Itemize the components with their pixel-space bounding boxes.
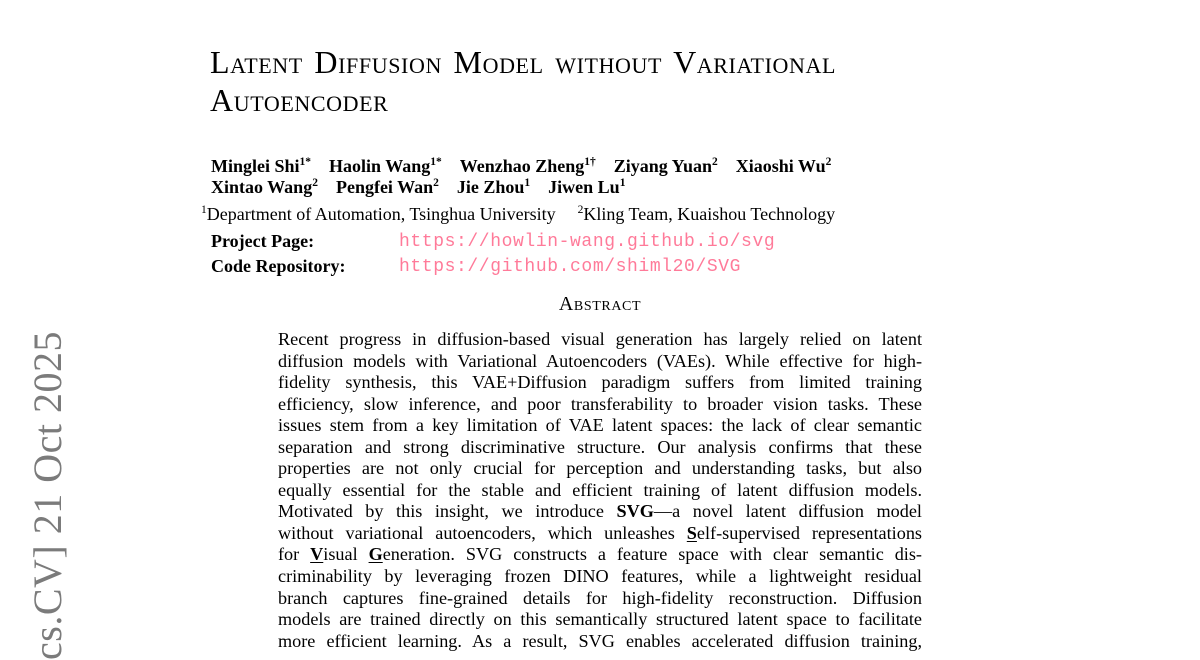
- author-affiliation-marker: 1*: [430, 156, 442, 168]
- author-affiliation-marker: 2: [433, 176, 439, 189]
- project-page-link[interactable]: https://howlin-wang.github.io/svg: [399, 232, 776, 252]
- abstract-text: diffusion models with Variational Autoen…: [278, 350, 922, 371]
- author-name: Xintao Wang2: [211, 176, 318, 197]
- project-page-label: Project Page:: [211, 231, 315, 251]
- author-name: Pengfei Wan2: [335, 176, 439, 197]
- abstract-text: models are trained directly on this sema…: [278, 609, 922, 630]
- abstract-text: —a novel latent diffusion model: [653, 501, 922, 522]
- abstract-line: models are trained directly on this sema…: [278, 609, 922, 631]
- abstract-line: separation and strong discriminative str…: [278, 437, 922, 459]
- abstract-emphasis: V: [310, 544, 324, 565]
- abstract-line: criminability by leveraging frozen DINO …: [278, 566, 922, 588]
- abstract-line: branch captures fine-grained details for…: [278, 588, 922, 610]
- abstract-line: without variational autoencoders, which …: [278, 523, 922, 545]
- abstract-text: for: [278, 544, 311, 565]
- code-repository-link[interactable]: https://github.com/shiml20/SVG: [399, 256, 742, 277]
- abstract-text: branch captures fine-grained details for…: [278, 587, 922, 608]
- paper-title-line-2: Autoencoder: [210, 81, 389, 118]
- abstract-line: fidelity synthesis, this VAE+Diffusion p…: [278, 372, 922, 394]
- abstract-line: diffusion models with Variational Autoen…: [278, 351, 922, 373]
- abstract-line: properties are not only crucial for perc…: [278, 458, 922, 480]
- paper-title-line-1: Latent Diffusion Model without Variation…: [210, 44, 837, 80]
- abstract-line: issues stem from a key limitation of VAE…: [278, 415, 922, 437]
- abstract-text: equally essential for the stable and eff…: [278, 479, 922, 500]
- abstract-text: separation and strong discriminative str…: [278, 436, 922, 457]
- author-name: Haolin Wang1*: [329, 156, 442, 176]
- abstract-line: efficiency, slow inference, and poor tra…: [278, 394, 922, 416]
- author-affiliation-marker: 1*: [299, 156, 312, 168]
- abstract-text: issues stem from a key limitation of VAE…: [278, 415, 922, 436]
- abstract-text: efficiency, slow inference, and poor tra…: [278, 393, 922, 414]
- affiliation: 1Department of Automation, Tsinghua Univ…: [201, 204, 556, 224]
- links-block: Project Page: https://howlin-wang.github…: [0, 231, 1200, 280]
- abstract-text: eneration. SVG constructs a feature spac…: [382, 544, 922, 565]
- paper-title: Latent Diffusion Model without Variation…: [210, 44, 836, 119]
- author-name: Minglei Shi1*: [211, 156, 312, 176]
- author-line: Xintao Wang2 Pengfei Wan2 Jie Zhou1 Jiwen L…: [211, 177, 991, 198]
- affiliation: 2Kling Team, Kuaishou Technology: [577, 204, 836, 224]
- author-name: Xiaoshi Wu2: [735, 156, 832, 176]
- author-affiliation-marker: 2: [711, 156, 718, 168]
- abstract-text: isual: [323, 544, 369, 565]
- abstract-body: Recent progress in diffusion-based visua…: [278, 329, 922, 652]
- abstract-text: Motivated by this insight, we introduce: [278, 501, 617, 522]
- abstract-text: Recent progress in diffusion-based visua…: [278, 329, 922, 349]
- abstract-text: elf-supervised representations: [696, 522, 922, 543]
- abstract-line: Motivated by this insight, we introduce …: [278, 501, 922, 523]
- author-list: Minglei Shi1* Haolin Wang1* Wenzhao Zheng1…: [211, 156, 991, 197]
- abstract-line: equally essential for the stable and eff…: [278, 480, 922, 502]
- author-name: Wenzhao Zheng1†: [459, 156, 596, 176]
- author-affiliation-marker: 1: [524, 176, 531, 189]
- abstract-text: criminability by leveraging frozen DINO …: [278, 566, 922, 587]
- project-page-row: Project Page: https://howlin-wang.github…: [0, 231, 1200, 256]
- abstract-line: more efficient learning. As a result, SV…: [278, 631, 922, 653]
- code-repository-row: Code Repository: https://github.com/shim…: [0, 256, 1200, 281]
- affiliation-marker: 1: [201, 204, 207, 216]
- arxiv-watermark: cs.CV] 21 Oct 2025: [25, 331, 70, 660]
- abstract-text: fidelity synthesis, this VAE+Diffusion p…: [278, 372, 922, 393]
- author-name: Jiwen Lu1: [548, 176, 626, 197]
- abstract-heading: Abstract: [558, 293, 642, 315]
- abstract-emphasis: S: [686, 522, 697, 543]
- author-name: Jie Zhou1: [456, 176, 531, 197]
- author-affiliation-marker: 1: [619, 176, 626, 189]
- abstract-text: properties are not only crucial for perc…: [278, 458, 922, 479]
- author-affiliation-marker: 2: [825, 156, 832, 168]
- author-line: Minglei Shi1* Haolin Wang1* Wenzhao Zheng1…: [211, 156, 991, 177]
- abstract-text: without variational autoencoders, which …: [278, 522, 687, 543]
- affiliation-marker: 2: [577, 204, 584, 216]
- abstract-text: more efficient learning. As a result, SV…: [278, 630, 922, 651]
- abstract-line: for Visual Generation. SVG constructs a …: [278, 544, 922, 566]
- abstract-emphasis: G: [368, 544, 383, 565]
- author-affiliation-marker: 1†: [584, 156, 596, 168]
- abstract-line: Recent progress in diffusion-based visua…: [278, 329, 922, 351]
- code-repository-label: Code Repository:: [211, 255, 346, 276]
- author-affiliation-marker: 2: [312, 176, 318, 189]
- affiliation-line: 1Department of Automation, Tsinghua Univ…: [201, 204, 991, 225]
- author-name: Ziyang Yuan2: [613, 156, 718, 176]
- abstract-emphasis: SVG: [616, 501, 654, 522]
